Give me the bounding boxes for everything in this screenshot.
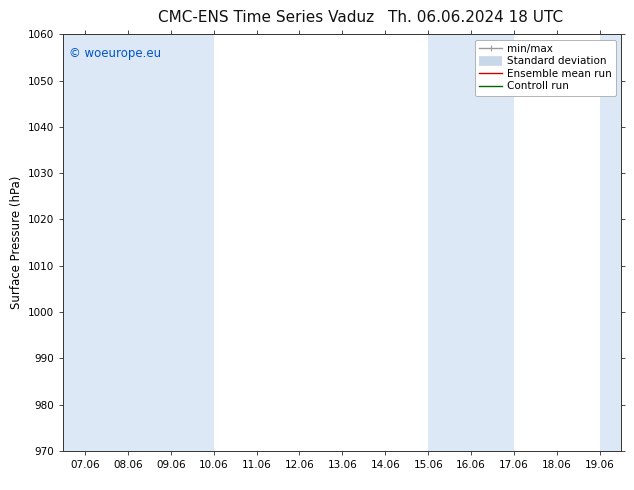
Text: CMC-ENS Time Series Vaduz: CMC-ENS Time Series Vaduz <box>158 10 374 25</box>
Text: Th. 06.06.2024 18 UTC: Th. 06.06.2024 18 UTC <box>388 10 563 25</box>
Bar <box>600 34 621 451</box>
Bar <box>128 34 214 451</box>
Y-axis label: Surface Pressure (hPa): Surface Pressure (hPa) <box>10 176 23 309</box>
Legend: min/max, Standard deviation, Ensemble mean run, Controll run: min/max, Standard deviation, Ensemble me… <box>475 40 616 96</box>
Bar <box>428 34 514 451</box>
Text: © woeurope.eu: © woeurope.eu <box>69 47 161 60</box>
Bar <box>63 34 128 451</box>
